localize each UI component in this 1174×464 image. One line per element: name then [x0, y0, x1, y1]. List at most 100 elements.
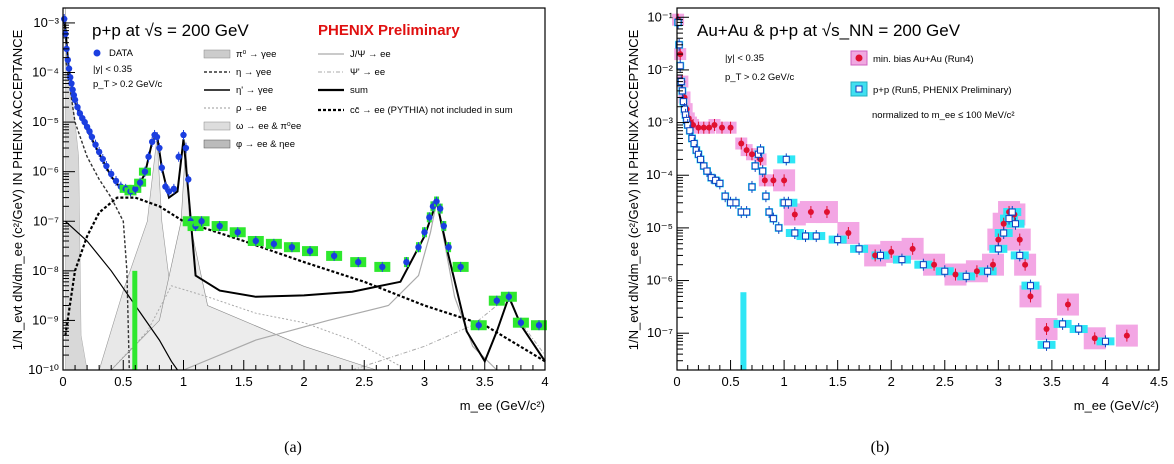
legend-a: DATA |y| < 0.35 p_T > 0.2 GeV/c π⁰ → γee…: [93, 48, 513, 150]
auau-point: [727, 124, 734, 131]
cut-pt-b: p_T > 0.2 GeV/c: [725, 72, 795, 83]
axis-ticks: 0 0.5 1 1.5 2 2.5 3 3.5 4 10⁻¹⁰ 10⁻⁹ 10⁻⁸ 10⁻⁷ 10⁻⁶ 10…: [28, 7, 549, 389]
data-point: [165, 188, 173, 195]
panel-a-title: p+p at √s = 200 GeV: [92, 21, 249, 40]
cut-y: |y| < 0.35: [93, 64, 132, 75]
data-point: [180, 131, 187, 139]
legend-sum: sum: [350, 85, 368, 96]
cut-pt: p_T > 0.2 GeV/c: [93, 79, 163, 90]
pp-point: [679, 98, 687, 106]
auau-point: [761, 177, 768, 184]
pp-point: [732, 199, 740, 207]
x-tick-label: 1: [180, 374, 187, 389]
legend-data: DATA: [109, 48, 134, 59]
data-point: [379, 263, 386, 271]
pp-point: [1043, 341, 1051, 349]
data-point: [445, 243, 452, 251]
panel-b-chart: 0 0.5 1 1.5 2 2.5 3 3.5 4 4.5 10⁻⁷ 10⁻⁶ 10⁻⁵ 10⁻⁴ 10⁻³…: [626, 7, 1168, 456]
auau-point: [952, 271, 959, 278]
x-tick-label: 1.5: [235, 374, 253, 389]
y-tick-label: 10⁻⁴: [646, 167, 673, 182]
legend-swatch-omega: [203, 121, 231, 131]
pp-point: [834, 236, 842, 244]
legend-pp: p+p (Run5, PHENIX Preliminary): [873, 85, 1012, 96]
pp-point: [757, 146, 765, 154]
auau-point: [995, 236, 1002, 243]
y-tick-label: 10⁻⁹: [32, 312, 59, 327]
data-point: [198, 218, 205, 225]
auau-point: [706, 124, 713, 131]
x-tick-label: 2.5: [355, 374, 373, 389]
x-tick-label: 1.5: [829, 374, 847, 389]
pp-point: [1059, 320, 1067, 328]
pp-point: [676, 62, 684, 70]
y-tick-label: 10⁻⁵: [646, 220, 673, 235]
pp-point: [784, 199, 792, 207]
auau-point: [989, 261, 996, 268]
legend-pi0: π⁰ → γee: [236, 49, 276, 60]
auau-point: [807, 209, 814, 216]
auau-point: [1043, 326, 1050, 333]
pp-point: [802, 232, 810, 240]
panel-a-chart: 0 0.5 1 1.5 2 2.5 3 3.5 4 10⁻¹⁰ 10⁻⁹ 10⁻⁸ 10⁻⁷ 10⁻⁶ 10…: [10, 7, 549, 456]
data-point: [68, 80, 75, 87]
data-point: [288, 243, 296, 251]
x-tick-label: 3.5: [476, 374, 494, 389]
auau-point: [1091, 335, 1098, 342]
data-point: [71, 96, 79, 104]
data-point: [216, 222, 223, 230]
auau-point: [791, 211, 798, 218]
data-point: [99, 155, 106, 163]
pp-point: [791, 229, 799, 237]
data-point: [76, 110, 84, 117]
auau-point: [1022, 261, 1029, 268]
x-axis-label-b: m_ee (GeV/c²): [1074, 398, 1159, 413]
auau-point: [690, 121, 697, 128]
y-tick-label: 10⁻⁸: [32, 263, 59, 278]
data-point: [74, 103, 81, 111]
data-point: [132, 185, 139, 193]
data-point: [493, 297, 500, 304]
legend-b: min. bias Au+Au (Run4) p+p (Run5, PHENIX…: [850, 50, 1015, 121]
data-point: [436, 205, 444, 212]
pp-point: [703, 167, 711, 175]
y-tick-label: 10⁻³: [647, 115, 673, 130]
pp-point: [984, 267, 992, 275]
data-point: [145, 153, 152, 160]
pp-point: [1005, 215, 1013, 223]
y-tick-label: 10⁻⁴: [32, 65, 59, 80]
auau-point: [781, 177, 788, 184]
data-point: [182, 144, 190, 152]
legend-swatch-pi0: [203, 49, 231, 59]
legend-phi: φ → ee & ηee: [236, 139, 295, 150]
legend-omega: ω → ee & π⁰ee: [236, 121, 301, 132]
auau-point: [711, 121, 718, 128]
caption-a: (a): [284, 439, 302, 456]
legend-etap: η' → γee: [236, 85, 273, 96]
x-tick-label: 2: [888, 374, 895, 389]
data-point: [170, 185, 178, 193]
x-tick-label: 1: [780, 374, 787, 389]
legend-marker-pp: [855, 85, 863, 93]
data-point: [95, 148, 103, 156]
x-tick-label: 3.5: [1043, 374, 1061, 389]
legend-jpsi: J/Ψ → ee: [350, 49, 391, 60]
data-point: [433, 198, 440, 205]
data-point: [65, 65, 73, 72]
y-tick-label: 10⁻⁵: [32, 114, 59, 129]
auau-point: [823, 209, 830, 216]
data-point: [112, 177, 120, 185]
panel-b-title: Au+Au & p+p at √s_NN = 200 GeV: [697, 21, 961, 40]
auau-point: [757, 156, 764, 163]
x-tick-label: 0.5: [722, 374, 740, 389]
y-tick-label: 10⁻³: [33, 15, 59, 30]
data-point: [141, 168, 149, 175]
data-point: [86, 128, 93, 135]
pp-point: [686, 127, 694, 135]
auau-point: [718, 124, 725, 131]
data-point: [108, 170, 115, 178]
data-point: [535, 322, 543, 329]
data-point: [88, 133, 96, 141]
x-tick-label: 4: [1102, 374, 1109, 389]
